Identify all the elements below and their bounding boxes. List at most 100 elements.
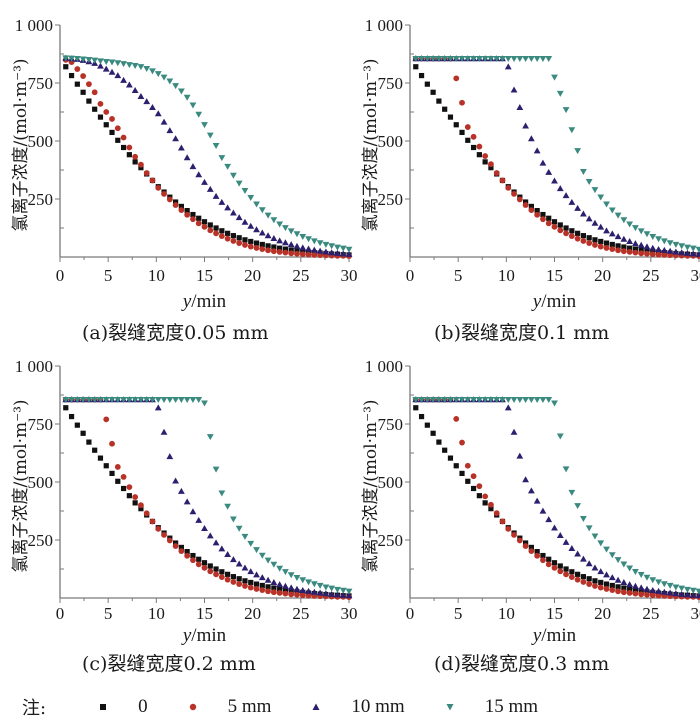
data-point: [533, 397, 541, 404]
data-point: [586, 576, 592, 582]
data-point: [528, 548, 535, 555]
data-point: [620, 235, 628, 242]
data-point: [224, 576, 231, 583]
data-point: [114, 72, 122, 79]
x-axis-label-unit: /min: [191, 625, 226, 646]
data-point: [282, 582, 289, 589]
data-point: [259, 587, 266, 594]
data-point: [504, 56, 512, 63]
data-point: [97, 100, 104, 107]
data-point: [540, 552, 546, 559]
data-point: [125, 81, 133, 88]
data-point: [310, 246, 318, 253]
data-point: [609, 246, 616, 253]
data-point: [328, 585, 336, 592]
data-point: [230, 238, 237, 244]
data-point: [655, 587, 662, 594]
data-point: [230, 209, 237, 216]
y-tick-label: 250: [28, 190, 54, 209]
data-point: [545, 397, 553, 404]
data-point: [201, 400, 208, 407]
data-point: [190, 552, 196, 559]
data-point: [563, 230, 569, 237]
series-15mm: [412, 56, 700, 253]
data-point: [282, 590, 289, 597]
data-point: [672, 584, 680, 591]
data-point: [620, 248, 627, 255]
data-point: [97, 455, 104, 461]
data-point: [253, 245, 260, 251]
data-point: [649, 577, 657, 584]
x-tick-label: 0: [406, 604, 415, 623]
legend-marker-circle-icon: [189, 703, 196, 711]
data-point: [322, 590, 330, 597]
data-point: [523, 540, 529, 546]
data-point: [476, 143, 483, 150]
data-point: [678, 243, 686, 250]
subplot-b: 250 500 750 1 000 0 5 10 15 20 25 30 y/min 氯离子浓度/(mo…: [350, 0, 700, 345]
data-point: [637, 241, 645, 248]
data-point: [655, 579, 662, 586]
data-point: [614, 576, 622, 583]
data-point: [603, 581, 610, 587]
data-point: [138, 502, 144, 509]
data-point: [580, 210, 587, 217]
data-point: [591, 219, 599, 226]
data-point: [154, 71, 162, 78]
data-point: [516, 537, 523, 544]
data-point: [689, 250, 697, 257]
series-15mm: [62, 397, 353, 595]
data-point: [591, 533, 599, 540]
data-point: [241, 564, 249, 571]
data-point: [213, 571, 219, 578]
data-point: [120, 61, 127, 68]
subplot-a: 250 500 750 1 000 0 5 10 15 20 25 30 y/min 氯离子浓度/(mo…: [0, 0, 358, 345]
data-point: [131, 87, 139, 94]
data-point: [637, 571, 645, 578]
data-point: [660, 246, 668, 253]
data-point: [413, 405, 419, 411]
data-point: [458, 56, 466, 63]
data-point: [172, 477, 179, 484]
data-point: [322, 248, 330, 255]
data-point: [287, 572, 295, 579]
data-point: [299, 233, 307, 240]
data-point: [230, 172, 237, 179]
data-point: [277, 586, 283, 592]
data-point: [424, 81, 430, 87]
data-point: [115, 137, 121, 143]
y-tick-label: 500: [28, 132, 54, 151]
data-point: [310, 581, 318, 588]
data-point: [63, 64, 69, 70]
x-axis-label-var: y: [181, 625, 192, 646]
data-point: [632, 240, 639, 247]
data-point: [487, 397, 495, 404]
data-point: [173, 199, 179, 205]
data-point: [660, 238, 668, 245]
data-point: [615, 588, 621, 595]
data-point: [464, 462, 471, 469]
data-point: [574, 503, 582, 510]
data-point: [609, 587, 616, 594]
data-point: [655, 251, 662, 258]
x-tick-label: 5: [454, 266, 463, 285]
data-point: [510, 56, 518, 63]
data-point: [102, 397, 110, 404]
data-point: [184, 211, 191, 218]
data-point: [499, 56, 506, 63]
data-point: [212, 539, 220, 546]
data-point: [80, 430, 86, 436]
data-point: [97, 397, 104, 404]
data-point: [493, 170, 500, 176]
series-0: [63, 64, 352, 258]
x-axis-label-var: y: [531, 625, 542, 646]
data-point: [137, 397, 145, 404]
data-point: [126, 493, 132, 499]
data-point: [114, 464, 121, 470]
data-point: [574, 148, 582, 155]
data-point: [644, 250, 650, 257]
data-point: [516, 452, 524, 459]
data-point: [172, 543, 179, 549]
data-point: [224, 204, 232, 211]
data-point: [294, 250, 300, 257]
